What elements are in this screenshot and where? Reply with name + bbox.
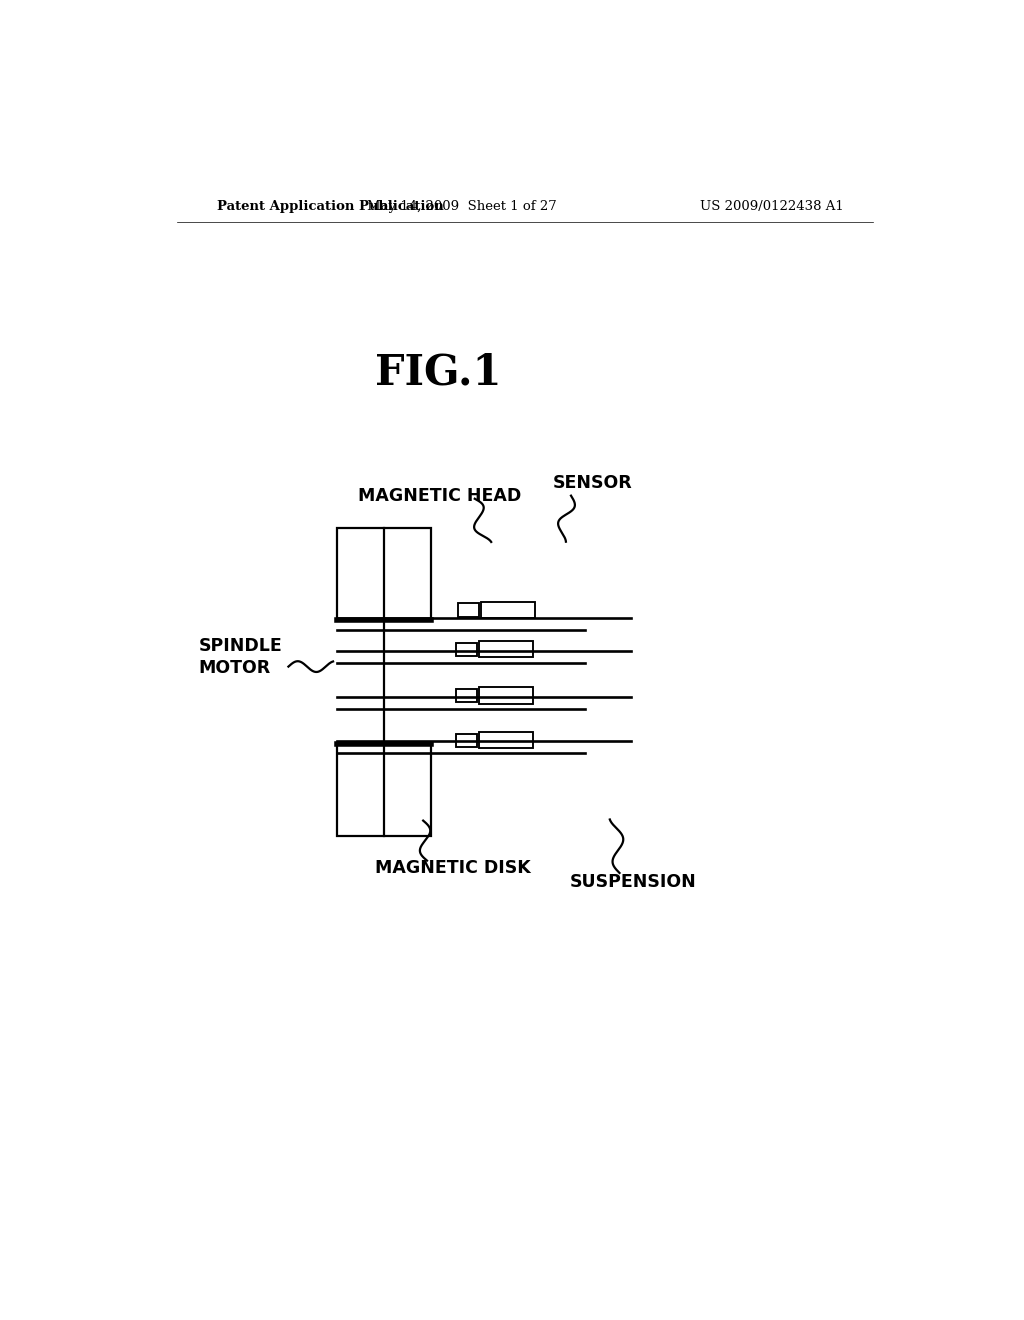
Text: MAGNETIC DISK: MAGNETIC DISK: [376, 859, 531, 878]
Bar: [478, 733, 532, 748]
Bar: [456, 689, 477, 702]
Text: Patent Application Publication: Patent Application Publication: [217, 199, 443, 213]
Bar: [456, 734, 477, 747]
Bar: [478, 688, 532, 704]
Text: SUSPENSION: SUSPENSION: [569, 874, 696, 891]
Text: US 2009/0122438 A1: US 2009/0122438 A1: [700, 199, 844, 213]
Bar: [337, 743, 431, 836]
Bar: [478, 642, 532, 657]
Text: May 14, 2009  Sheet 1 of 27: May 14, 2009 Sheet 1 of 27: [367, 199, 556, 213]
Text: FIG.1: FIG.1: [376, 351, 502, 393]
Text: SENSOR: SENSOR: [553, 474, 632, 492]
Bar: [337, 528, 431, 620]
Bar: [481, 602, 535, 618]
Bar: [458, 603, 479, 616]
Text: SPINDLE
MOTOR: SPINDLE MOTOR: [199, 638, 282, 677]
Text: MAGNETIC HEAD: MAGNETIC HEAD: [357, 487, 521, 504]
Bar: [456, 643, 477, 656]
